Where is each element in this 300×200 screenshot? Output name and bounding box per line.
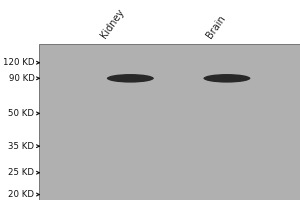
Ellipse shape bbox=[203, 74, 250, 83]
Ellipse shape bbox=[107, 74, 154, 83]
Bar bbox=[39, 44, 300, 200]
Text: 25 KD: 25 KD bbox=[8, 168, 34, 177]
Text: 90 KD: 90 KD bbox=[9, 74, 34, 83]
Text: 120 KD: 120 KD bbox=[3, 58, 34, 67]
Text: Brain: Brain bbox=[204, 13, 227, 40]
Text: 20 KD: 20 KD bbox=[8, 190, 34, 199]
Text: 35 KD: 35 KD bbox=[8, 142, 34, 151]
Text: Kidney: Kidney bbox=[99, 7, 126, 40]
Text: 50 KD: 50 KD bbox=[8, 109, 34, 118]
